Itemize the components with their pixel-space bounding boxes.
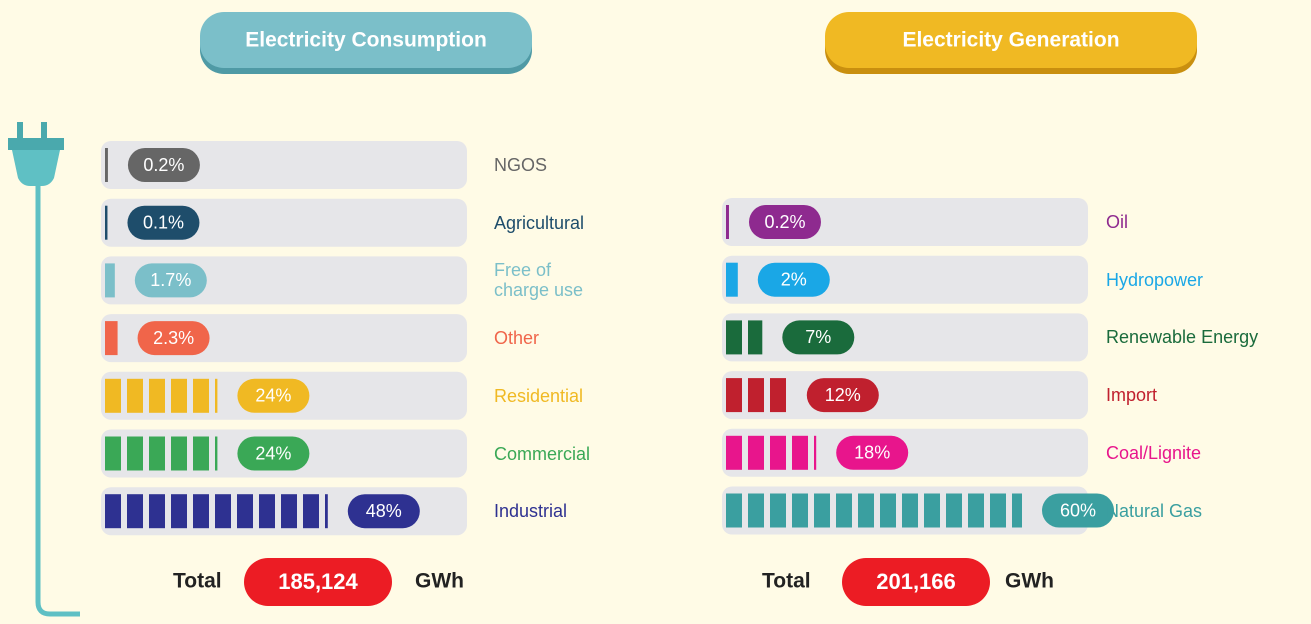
category-label: Hydropower bbox=[1106, 269, 1204, 290]
value-label: 2% bbox=[781, 269, 807, 289]
category-label-box: NGOS bbox=[494, 135, 606, 195]
category-label: Coal/Lignite bbox=[1106, 442, 1202, 463]
total-value: 201,166 bbox=[876, 569, 956, 594]
value-pill bbox=[748, 205, 821, 239]
category-label: Other bbox=[494, 328, 540, 349]
bar bbox=[726, 435, 817, 470]
total-unit: GWh bbox=[415, 570, 464, 593]
category-label-box: Oil bbox=[1106, 192, 1311, 252]
value-label: 1.7% bbox=[150, 270, 191, 290]
value-pill bbox=[137, 321, 210, 356]
chart-title: Electricity Generation bbox=[902, 29, 1119, 52]
value-label: 0.2% bbox=[143, 155, 184, 175]
header-button bbox=[825, 12, 1197, 68]
bar-track bbox=[722, 313, 1088, 362]
category-label-box: Natural Gas bbox=[1106, 481, 1311, 541]
chart-title: Electricity Consumption bbox=[245, 29, 487, 52]
category-label-box: Hydropower bbox=[1106, 250, 1311, 310]
category-label-wrap: Industrial bbox=[494, 481, 606, 541]
value-pill bbox=[757, 262, 830, 297]
category-label: NGOS bbox=[494, 155, 548, 175]
category-label: Agricultural bbox=[494, 212, 585, 233]
category-label-wrap: Hydropower bbox=[1106, 250, 1311, 310]
category-label: Free of charge use bbox=[494, 260, 584, 301]
category-label: Residential bbox=[494, 385, 584, 406]
header-button bbox=[200, 12, 532, 68]
category-label-wrap: Natural Gas bbox=[1106, 481, 1311, 541]
value-pill bbox=[237, 436, 310, 471]
bar bbox=[105, 321, 118, 356]
bar bbox=[105, 205, 108, 240]
total-pill bbox=[842, 558, 990, 606]
category-label-box: Renewable Energy bbox=[1106, 307, 1311, 367]
bar bbox=[726, 262, 738, 297]
value-label: 7% bbox=[805, 327, 831, 347]
value-label: 12% bbox=[825, 385, 861, 405]
category-label-wrap: Import bbox=[1106, 365, 1311, 425]
bar bbox=[105, 148, 108, 182]
category-label: Commercial bbox=[494, 443, 591, 464]
category-label-box: Other bbox=[494, 308, 606, 368]
category-label-box: Coal/Lignite bbox=[1106, 423, 1311, 483]
bar bbox=[726, 205, 729, 239]
value-pill bbox=[836, 435, 909, 470]
bar bbox=[105, 436, 218, 471]
value-pill bbox=[1042, 493, 1114, 528]
total-value: 185,124 bbox=[278, 569, 358, 594]
total-label: Total bbox=[762, 570, 811, 593]
bar bbox=[105, 263, 115, 298]
value-pill bbox=[127, 148, 200, 182]
category-label-wrap: Other bbox=[494, 308, 606, 368]
category-label-wrap: Free of charge use bbox=[494, 250, 606, 310]
category-label-box: Industrial bbox=[494, 481, 606, 541]
total-pill bbox=[244, 558, 392, 606]
bar bbox=[105, 378, 218, 413]
value-label: 48% bbox=[366, 501, 402, 521]
value-label: 60% bbox=[1060, 500, 1096, 520]
value-label: 2.3% bbox=[153, 328, 194, 348]
category-label-wrap: Renewable Energy bbox=[1106, 307, 1311, 367]
category-label-wrap: Residential bbox=[494, 366, 606, 426]
value-pill bbox=[237, 378, 310, 413]
bar bbox=[726, 378, 787, 413]
plug-icon bbox=[8, 122, 80, 617]
category-label-box: Commercial bbox=[494, 424, 606, 484]
value-label: 0.1% bbox=[143, 212, 184, 232]
category-label-box: Residential bbox=[494, 366, 606, 426]
category-label-wrap: Agricultural bbox=[494, 193, 606, 253]
value-label: 24% bbox=[255, 386, 291, 406]
value-pill bbox=[347, 494, 420, 529]
value-pill bbox=[806, 378, 879, 413]
value-pill bbox=[134, 263, 207, 298]
total-label: Total bbox=[173, 570, 222, 593]
category-label-box: Free of charge use bbox=[494, 250, 606, 310]
value-pill bbox=[127, 205, 200, 240]
value-pill bbox=[782, 320, 855, 355]
category-label-wrap: Oil bbox=[1106, 192, 1311, 252]
total-unit: GWh bbox=[1005, 570, 1054, 593]
value-label: 24% bbox=[255, 443, 291, 463]
category-label-wrap: Commercial bbox=[494, 424, 606, 484]
category-label: Industrial bbox=[494, 501, 568, 522]
value-label: 0.2% bbox=[764, 212, 805, 232]
category-label-box: Agricultural bbox=[494, 193, 606, 253]
category-label: Natural Gas bbox=[1106, 500, 1203, 521]
value-label: 18% bbox=[854, 443, 890, 463]
category-label: Renewable Energy bbox=[1106, 327, 1259, 348]
category-label: Import bbox=[1106, 385, 1158, 406]
bar bbox=[105, 494, 328, 529]
bar bbox=[726, 493, 1022, 528]
bar bbox=[726, 320, 763, 355]
category-label-wrap: Coal/Lignite bbox=[1106, 423, 1311, 483]
category-label-box: Import bbox=[1106, 365, 1311, 425]
category-label: Oil bbox=[1106, 212, 1128, 232]
category-label-wrap: NGOS bbox=[494, 135, 606, 195]
